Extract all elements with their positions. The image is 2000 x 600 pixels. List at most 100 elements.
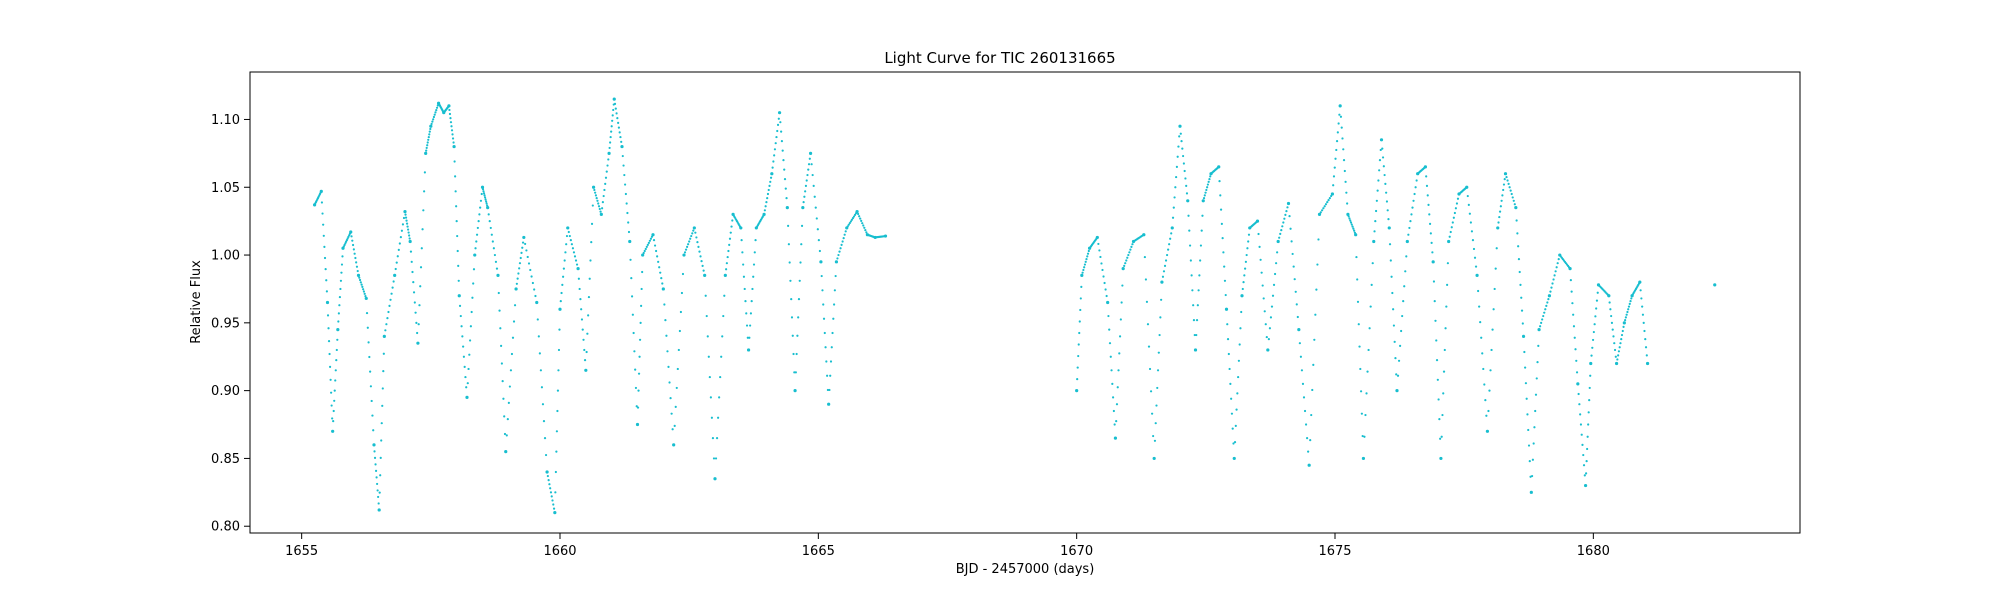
data-point — [507, 401, 510, 404]
data-point — [1356, 300, 1360, 303]
data-point — [1622, 325, 1625, 329]
data-point — [1143, 255, 1146, 259]
data-point — [390, 292, 393, 295]
data-point — [590, 222, 594, 225]
data-point — [551, 499, 554, 502]
data-point — [562, 267, 565, 270]
data-point — [1440, 435, 1443, 438]
data-point — [776, 129, 779, 133]
data-point — [1543, 311, 1546, 314]
data-point — [1286, 206, 1289, 209]
data-point — [810, 163, 813, 166]
data-point — [1498, 210, 1502, 213]
data-point — [1572, 313, 1575, 316]
data-point — [642, 251, 645, 255]
data-point — [354, 256, 357, 260]
data-point — [566, 226, 570, 230]
data-point — [505, 434, 508, 437]
data-point — [534, 294, 537, 298]
data-point — [813, 195, 816, 198]
data-point — [474, 247, 477, 250]
data-point — [791, 334, 794, 337]
data-point — [1309, 439, 1312, 442]
data-point — [583, 359, 587, 362]
data-point — [1537, 328, 1541, 332]
data-point — [1118, 335, 1122, 338]
data-point — [630, 276, 633, 280]
data-point — [822, 303, 825, 306]
data-point — [1202, 197, 1206, 200]
data-point — [602, 194, 605, 198]
data-point — [406, 225, 409, 228]
data-point — [531, 281, 534, 285]
data-point — [1124, 262, 1127, 265]
data-point — [1312, 363, 1315, 366]
data-point — [601, 207, 604, 210]
data-point — [543, 436, 547, 440]
data-point — [1286, 201, 1291, 206]
data-point — [700, 260, 703, 263]
data-point — [557, 348, 561, 352]
data-point — [1498, 215, 1501, 219]
data-point — [1594, 315, 1597, 318]
data-point — [560, 291, 563, 295]
data-point — [601, 201, 604, 204]
data-point — [327, 340, 331, 343]
data-point — [1338, 104, 1342, 108]
data-point — [1187, 214, 1190, 217]
data-point — [483, 194, 486, 197]
data-point — [1502, 183, 1506, 186]
data-point — [1390, 275, 1393, 278]
data-point — [372, 429, 375, 432]
data-point — [330, 404, 333, 407]
data-point — [711, 436, 715, 440]
data-point — [1285, 210, 1288, 213]
data-point — [643, 249, 646, 253]
data-point — [325, 290, 328, 293]
data-point — [1205, 188, 1208, 192]
data-point — [1392, 308, 1395, 311]
data-point — [1086, 252, 1090, 255]
data-point — [1201, 199, 1205, 203]
data-point — [573, 255, 577, 258]
data-point — [422, 209, 425, 212]
data-point — [423, 171, 426, 174]
data-point — [622, 164, 625, 167]
data-point — [607, 151, 611, 155]
y-axis-label: Relative Flux — [189, 260, 204, 344]
data-point — [429, 124, 433, 128]
data-point — [1220, 222, 1223, 225]
data-point — [677, 348, 680, 352]
data-point — [1395, 389, 1399, 393]
data-point — [1628, 302, 1631, 305]
data-point — [678, 329, 681, 333]
data-point — [1551, 282, 1554, 285]
data-point — [371, 414, 374, 417]
data-point — [580, 308, 583, 311]
data-point — [427, 138, 430, 141]
data-point — [355, 261, 358, 264]
data-point — [692, 229, 695, 232]
data-point — [1501, 194, 1504, 197]
data-point — [537, 335, 540, 338]
data-point — [496, 273, 500, 277]
data-point — [1431, 251, 1434, 254]
data-point — [720, 355, 723, 358]
data-point — [349, 230, 353, 234]
data-point — [1261, 284, 1264, 287]
data-point — [727, 249, 730, 253]
data-point — [380, 439, 383, 442]
data-point — [1478, 305, 1481, 308]
data-point — [524, 242, 527, 246]
data-point — [546, 474, 549, 478]
data-point — [1282, 221, 1285, 224]
data-point — [1319, 211, 1322, 214]
data-point — [1469, 221, 1472, 224]
data-point — [611, 119, 614, 122]
data-point — [1479, 321, 1482, 324]
data-point — [1171, 216, 1175, 219]
data-point — [864, 229, 867, 232]
data-point — [332, 420, 335, 423]
data-point — [402, 216, 406, 220]
